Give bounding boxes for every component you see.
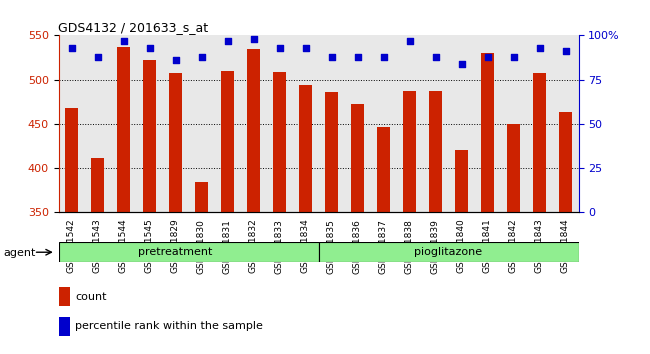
- Bar: [318, 242, 578, 262]
- Point: [482, 54, 493, 59]
- Bar: [299, 85, 312, 212]
- Text: agent: agent: [3, 248, 36, 258]
- Bar: [351, 104, 364, 212]
- Bar: [559, 112, 572, 212]
- Point: [248, 36, 259, 42]
- Bar: [403, 91, 416, 212]
- Point: [326, 54, 337, 59]
- Point: [508, 54, 519, 59]
- Bar: [58, 242, 318, 262]
- Bar: [65, 108, 78, 212]
- Point: [274, 45, 285, 51]
- Bar: [221, 71, 234, 212]
- Point: [378, 54, 389, 59]
- Point: [196, 54, 207, 59]
- Point: [92, 54, 103, 59]
- Bar: [58, 316, 70, 336]
- Point: [352, 54, 363, 59]
- Bar: [143, 60, 156, 212]
- Text: pretreatment: pretreatment: [138, 247, 213, 257]
- Bar: [481, 53, 494, 212]
- Bar: [377, 127, 390, 212]
- Point: [456, 61, 467, 67]
- Bar: [247, 48, 260, 212]
- Bar: [91, 158, 104, 212]
- Bar: [533, 73, 546, 212]
- Point: [170, 57, 181, 63]
- Bar: [58, 287, 70, 307]
- Bar: [455, 149, 468, 212]
- Text: GDS4132 / 201633_s_at: GDS4132 / 201633_s_at: [58, 21, 209, 34]
- Bar: [325, 92, 338, 212]
- Bar: [117, 47, 130, 212]
- Bar: [507, 124, 520, 212]
- Text: pioglitazone: pioglitazone: [415, 247, 482, 257]
- Point: [118, 38, 129, 44]
- Point: [534, 45, 545, 51]
- Point: [66, 45, 77, 51]
- Point: [404, 38, 415, 44]
- Point: [560, 48, 571, 54]
- Point: [222, 38, 233, 44]
- Bar: [169, 73, 182, 212]
- Bar: [429, 91, 442, 212]
- Point: [144, 45, 155, 51]
- Point: [430, 54, 441, 59]
- Bar: [195, 182, 208, 212]
- Text: percentile rank within the sample: percentile rank within the sample: [75, 321, 263, 331]
- Point: [300, 45, 311, 51]
- Bar: [273, 72, 286, 212]
- Text: count: count: [75, 292, 107, 302]
